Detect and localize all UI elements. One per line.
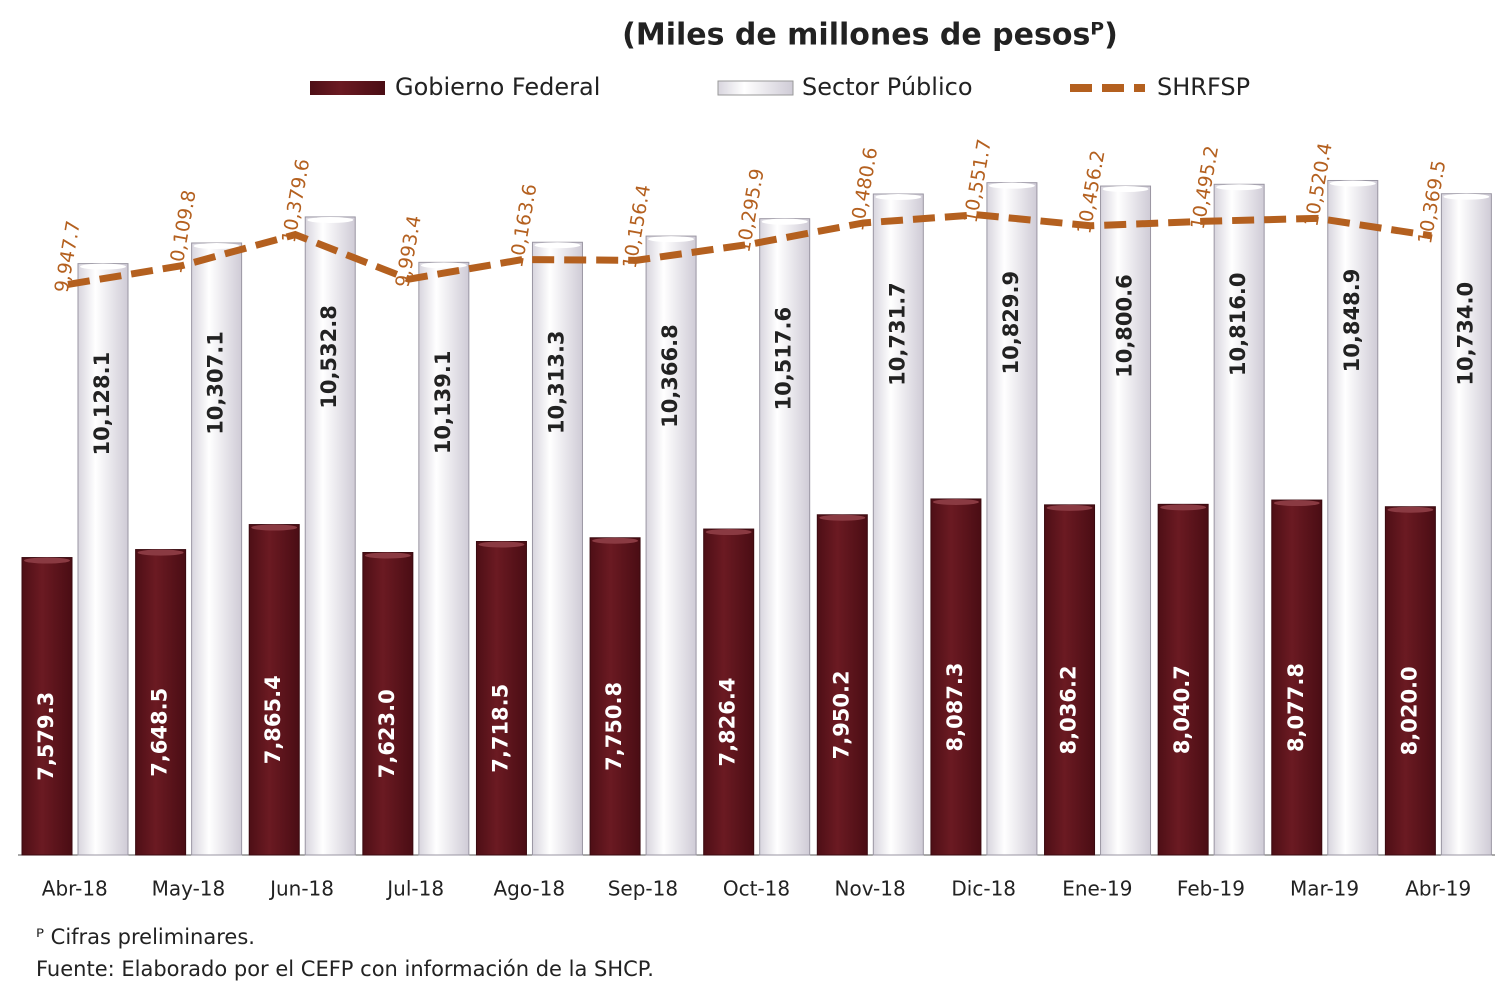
bar-cap [1102,186,1149,193]
footnote: ᴾ Cifras preliminares. [36,925,255,949]
x-tick-label: Nov-18 [835,877,906,901]
bar [248,524,300,856]
bar-cap [1160,504,1207,511]
x-tick-label: Dic-18 [951,877,1016,901]
x-tick-label: Abr-18 [42,877,108,901]
data-label: 10,139.1 [431,351,455,455]
bar-cap [24,557,70,564]
legend-swatch [310,81,385,95]
x-tick-label: Ene-19 [1062,877,1132,901]
bar [418,261,470,856]
data-label: 10,517.6 [772,307,796,411]
bar [21,557,73,856]
data-label: 7,950.2 [829,670,853,759]
bar-cap [478,541,525,548]
x-tick-label: May-18 [152,877,226,901]
x-tick-label: Oct-18 [723,877,790,901]
x-tick-label: Sep-18 [608,877,678,901]
bar-cap [648,236,695,243]
bar [135,549,187,856]
x-tick-label: Jun-18 [268,877,334,901]
data-label: 7,648.5 [148,688,172,777]
bar [1440,193,1492,856]
footnote: Fuente: Elaborado por el CEFP con inform… [36,957,654,981]
bar-cap [592,537,639,544]
bar [1213,183,1265,856]
data-label: 10,800.6 [1113,274,1137,378]
x-tick-label: Abr-19 [1405,877,1471,901]
bar [930,498,982,856]
data-label: 10,734.0 [1453,282,1477,386]
bar [872,193,924,856]
bar-cap [80,263,126,270]
data-label: 8,020.0 [1397,666,1421,755]
data-label: 8,036.2 [1057,665,1081,754]
data-label: 7,623.0 [375,689,399,778]
bar-cap [1046,504,1093,511]
bar [759,218,811,856]
data-label: 10,366.8 [658,324,682,428]
data-label: 10,731.7 [885,282,909,386]
bar-cap [819,514,866,521]
bar-cap [988,182,1035,189]
bar-cap [193,242,240,249]
bar-cap [420,262,467,269]
data-label: 8,040.7 [1170,665,1194,754]
bar-cap [875,194,922,201]
bar [362,552,414,856]
data-label: 8,087.3 [943,662,967,751]
bar-cap [705,529,752,536]
bar-cap [251,524,298,531]
x-tick-label: Jul-18 [385,877,444,901]
bar [531,241,583,856]
bar-cap [534,242,581,249]
bar [1384,506,1436,856]
bar-cap [932,498,979,505]
bar [816,514,868,856]
x-tick-label: Ago-18 [493,877,565,901]
bar [986,182,1038,856]
legend-label: Sector Público [802,73,973,101]
legend-swatch [717,80,794,96]
bar-cap [364,552,411,559]
data-label: 10,128.1 [90,352,114,456]
bar [304,216,356,856]
bar-cap [1387,506,1434,513]
bar-cap [137,549,184,556]
x-tick-label: Feb-19 [1177,877,1245,901]
bar [1271,499,1323,856]
bar-cap [761,218,808,225]
data-label: 10,307.1 [204,331,228,435]
chart-title: (Miles de millones de pesosᴾ) [622,18,1118,53]
bar [77,263,129,856]
bar [1157,503,1209,856]
line [67,211,1432,288]
bar-cap [1216,184,1263,191]
x-tick-label: Mar-19 [1290,877,1359,901]
bar [1044,504,1096,856]
data-label: 10,848.9 [1340,269,1364,373]
data-label: 8,077.8 [1284,663,1308,752]
data-label: 7,579.3 [34,692,58,781]
bar [191,242,243,856]
bar-cap [1273,500,1320,507]
data-label: 10,829.9 [999,271,1023,375]
data-label: 7,865.4 [261,675,285,764]
legend-label: SHRFSP [1157,73,1250,101]
data-label: 7,718.5 [488,684,512,773]
bar-cap [1329,180,1376,187]
data-label: 7,826.4 [716,678,740,767]
data-label: 10,313.3 [544,330,568,434]
bar-cap [307,216,354,223]
bar-cap [1443,193,1490,200]
bar [703,528,755,856]
legend-label: Gobierno Federal [395,73,600,101]
data-label: 10,532.8 [317,305,341,409]
data-label: 7,750.8 [602,682,626,771]
data-label: 10,816.0 [1226,272,1250,376]
bar [589,537,641,856]
bar [1100,185,1152,856]
